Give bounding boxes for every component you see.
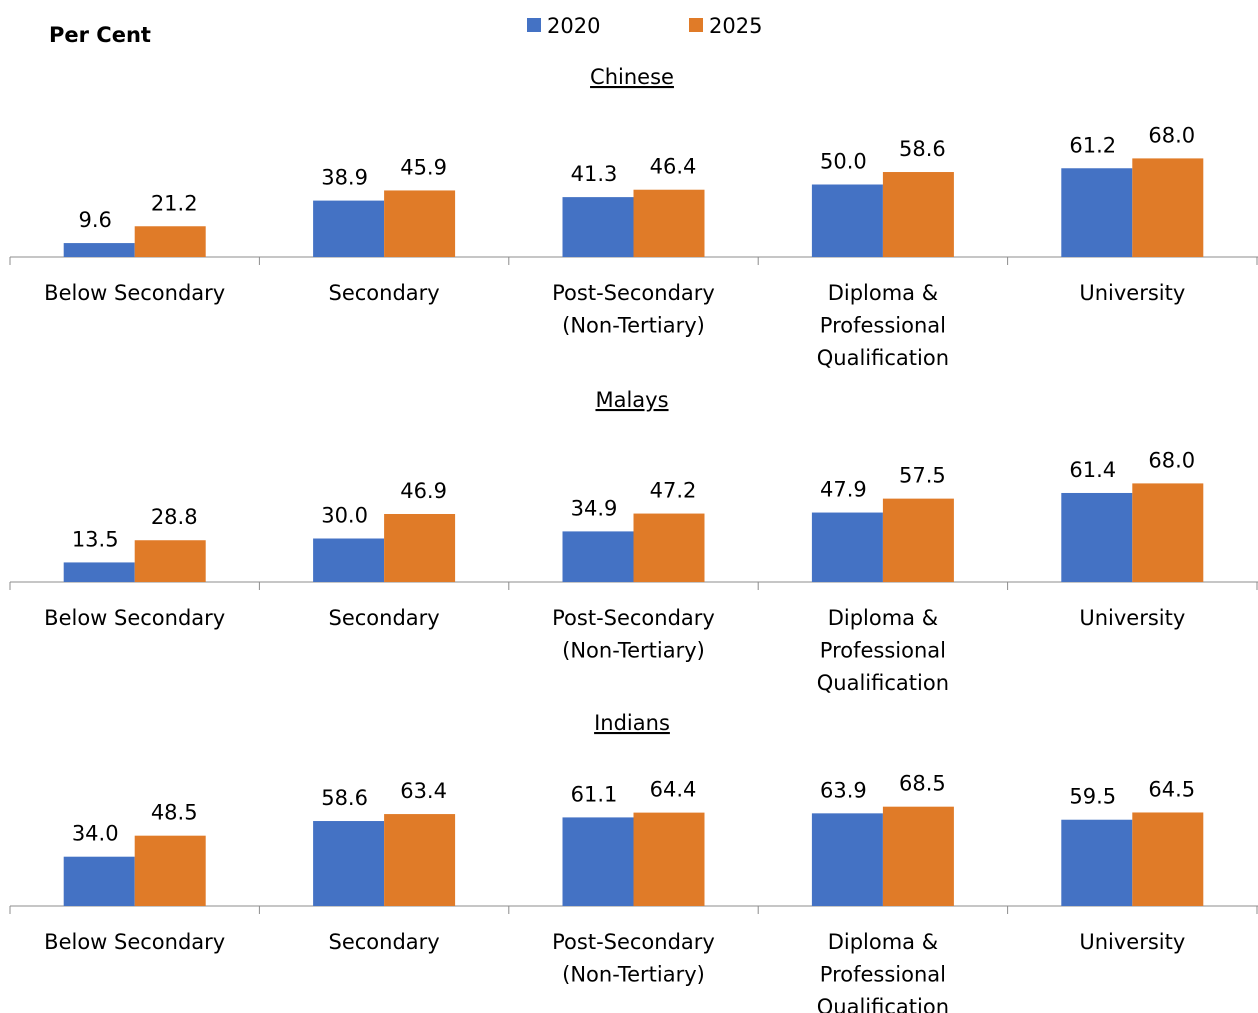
category-label-university: University [1079, 606, 1185, 630]
bar-secondary-2025 [384, 814, 456, 906]
data-label-post-secondary-non-tertiary-2025: 64.4 [650, 778, 697, 802]
data-label-diploma-professional-qualification-2020: 63.9 [820, 778, 867, 802]
data-label-diploma-professional-qualification-2025: 68.5 [899, 772, 946, 796]
legend-label-2020: 2020 [547, 14, 600, 38]
bar-below-secondary-2025 [134, 540, 206, 582]
bar-post-secondary-non-tertiary-2020 [562, 531, 634, 582]
category-label-diploma-professional-qualification: Diploma & Professional Qualification [817, 606, 949, 695]
bar-diploma-professional-qualification-2020 [811, 813, 883, 906]
legend: 2020 2025 [527, 14, 762, 38]
data-label-university-2025: 68.0 [1148, 448, 1195, 472]
bar-secondary-2020 [313, 821, 385, 906]
bar-post-secondary-non-tertiary-2020 [562, 197, 634, 257]
category-label-secondary: Secondary [328, 281, 439, 305]
data-label-secondary-2020: 58.6 [321, 786, 368, 810]
data-label-university-2020: 59.5 [1069, 785, 1116, 809]
unit-label: Per Cent [49, 23, 151, 47]
bar-diploma-professional-qualification-2025 [882, 172, 954, 257]
panel-indians: Indians 34.0 48.5 Below Secondary 58.6 63.4 Se… [9, 711, 1258, 1013]
bar-post-secondary-non-tertiary-2020 [562, 817, 634, 906]
bar-post-secondary-non-tertiary-2025 [633, 812, 705, 906]
data-label-post-secondary-non-tertiary-2020: 41.3 [571, 162, 618, 186]
legend-swatch-2025 [689, 18, 703, 32]
category-label-below-secondary: Below Secondary [44, 606, 225, 630]
bar-university-2025 [1132, 483, 1204, 582]
data-label-secondary-2025: 46.9 [400, 479, 447, 503]
bar-university-2020 [1061, 168, 1133, 257]
data-label-diploma-professional-qualification-2020: 50.0 [820, 150, 867, 174]
category-label-post-secondary-non-tertiary: Post-Secondary (Non-Tertiary) [552, 930, 715, 987]
data-label-post-secondary-non-tertiary-2025: 46.4 [650, 155, 697, 179]
bar-below-secondary-2020 [63, 856, 135, 906]
category-label-secondary: Secondary [328, 930, 439, 954]
bar-diploma-professional-qualification-2025 [882, 806, 954, 906]
legend-label-2025: 2025 [709, 14, 762, 38]
data-label-university-2020: 61.2 [1069, 133, 1116, 157]
category-label-diploma-professional-qualification: Diploma & Professional Qualification [817, 281, 949, 370]
panel-title: Chinese [590, 65, 674, 89]
category-label-post-secondary-non-tertiary: Post-Secondary (Non-Tertiary) [552, 281, 715, 338]
bar-post-secondary-non-tertiary-2025 [633, 189, 705, 257]
data-label-below-secondary-2025: 48.5 [151, 801, 198, 825]
data-label-below-secondary-2020: 34.0 [72, 822, 119, 846]
data-label-post-secondary-non-tertiary-2025: 47.2 [650, 479, 697, 503]
data-label-secondary-2025: 63.4 [400, 779, 447, 803]
category-label-university: University [1079, 281, 1185, 305]
bar-secondary-2025 [384, 190, 456, 257]
category-label-post-secondary-non-tertiary: Post-Secondary (Non-Tertiary) [552, 606, 715, 663]
bar-below-secondary-2025 [134, 835, 206, 906]
data-label-below-secondary-2025: 21.2 [151, 191, 198, 215]
bar-below-secondary-2025 [134, 226, 206, 257]
data-label-diploma-professional-qualification-2025: 57.5 [899, 464, 946, 488]
data-label-diploma-professional-qualification-2020: 47.9 [820, 478, 867, 502]
legend-swatch-2020 [527, 18, 541, 32]
panel-title: Indians [594, 711, 670, 735]
bar-below-secondary-2020 [63, 562, 135, 582]
bar-secondary-2020 [313, 200, 385, 257]
data-label-university-2025: 64.5 [1148, 777, 1195, 801]
data-label-secondary-2020: 38.9 [321, 166, 368, 190]
panel-chinese: Chinese 9.6 21.2 Below Secondary 38.9 45.9 Sec… [9, 65, 1258, 370]
bar-diploma-professional-qualification-2020 [811, 512, 883, 582]
data-label-below-secondary-2020: 13.5 [72, 527, 119, 551]
category-label-below-secondary: Below Secondary [44, 930, 225, 954]
bar-diploma-professional-qualification-2025 [882, 498, 954, 582]
bar-diploma-professional-qualification-2020 [811, 184, 883, 257]
data-label-secondary-2020: 30.0 [321, 504, 368, 528]
data-label-secondary-2025: 45.9 [400, 155, 447, 179]
panel-malays: Malays 13.5 28.8 Below Secondary 30.0 46.9 Sec… [9, 388, 1258, 695]
bar-secondary-2025 [384, 513, 456, 582]
bar-university-2025 [1132, 812, 1204, 906]
data-label-below-secondary-2025: 28.8 [151, 505, 198, 529]
bar-below-secondary-2020 [63, 243, 135, 257]
bar-university-2020 [1061, 819, 1133, 906]
data-label-university-2025: 68.0 [1148, 123, 1195, 147]
category-label-below-secondary: Below Secondary [44, 281, 225, 305]
panel-title: Malays [595, 388, 668, 412]
bar-post-secondary-non-tertiary-2025 [633, 513, 705, 582]
data-label-below-secondary-2020: 9.6 [78, 208, 111, 232]
category-label-diploma-professional-qualification: Diploma & Professional Qualification [817, 930, 949, 1013]
bar-university-2020 [1061, 492, 1133, 582]
data-label-post-secondary-non-tertiary-2020: 34.9 [571, 496, 618, 520]
bar-secondary-2020 [313, 538, 385, 582]
data-label-post-secondary-non-tertiary-2020: 61.1 [571, 782, 618, 806]
category-label-secondary: Secondary [328, 606, 439, 630]
data-label-diploma-professional-qualification-2025: 58.6 [899, 137, 946, 161]
bar-university-2025 [1132, 158, 1204, 257]
chart-panels: Chinese 9.6 21.2 Below Secondary 38.9 45.9 Sec… [9, 65, 1258, 1013]
category-label-university: University [1079, 930, 1185, 954]
data-label-university-2020: 61.4 [1069, 458, 1116, 482]
